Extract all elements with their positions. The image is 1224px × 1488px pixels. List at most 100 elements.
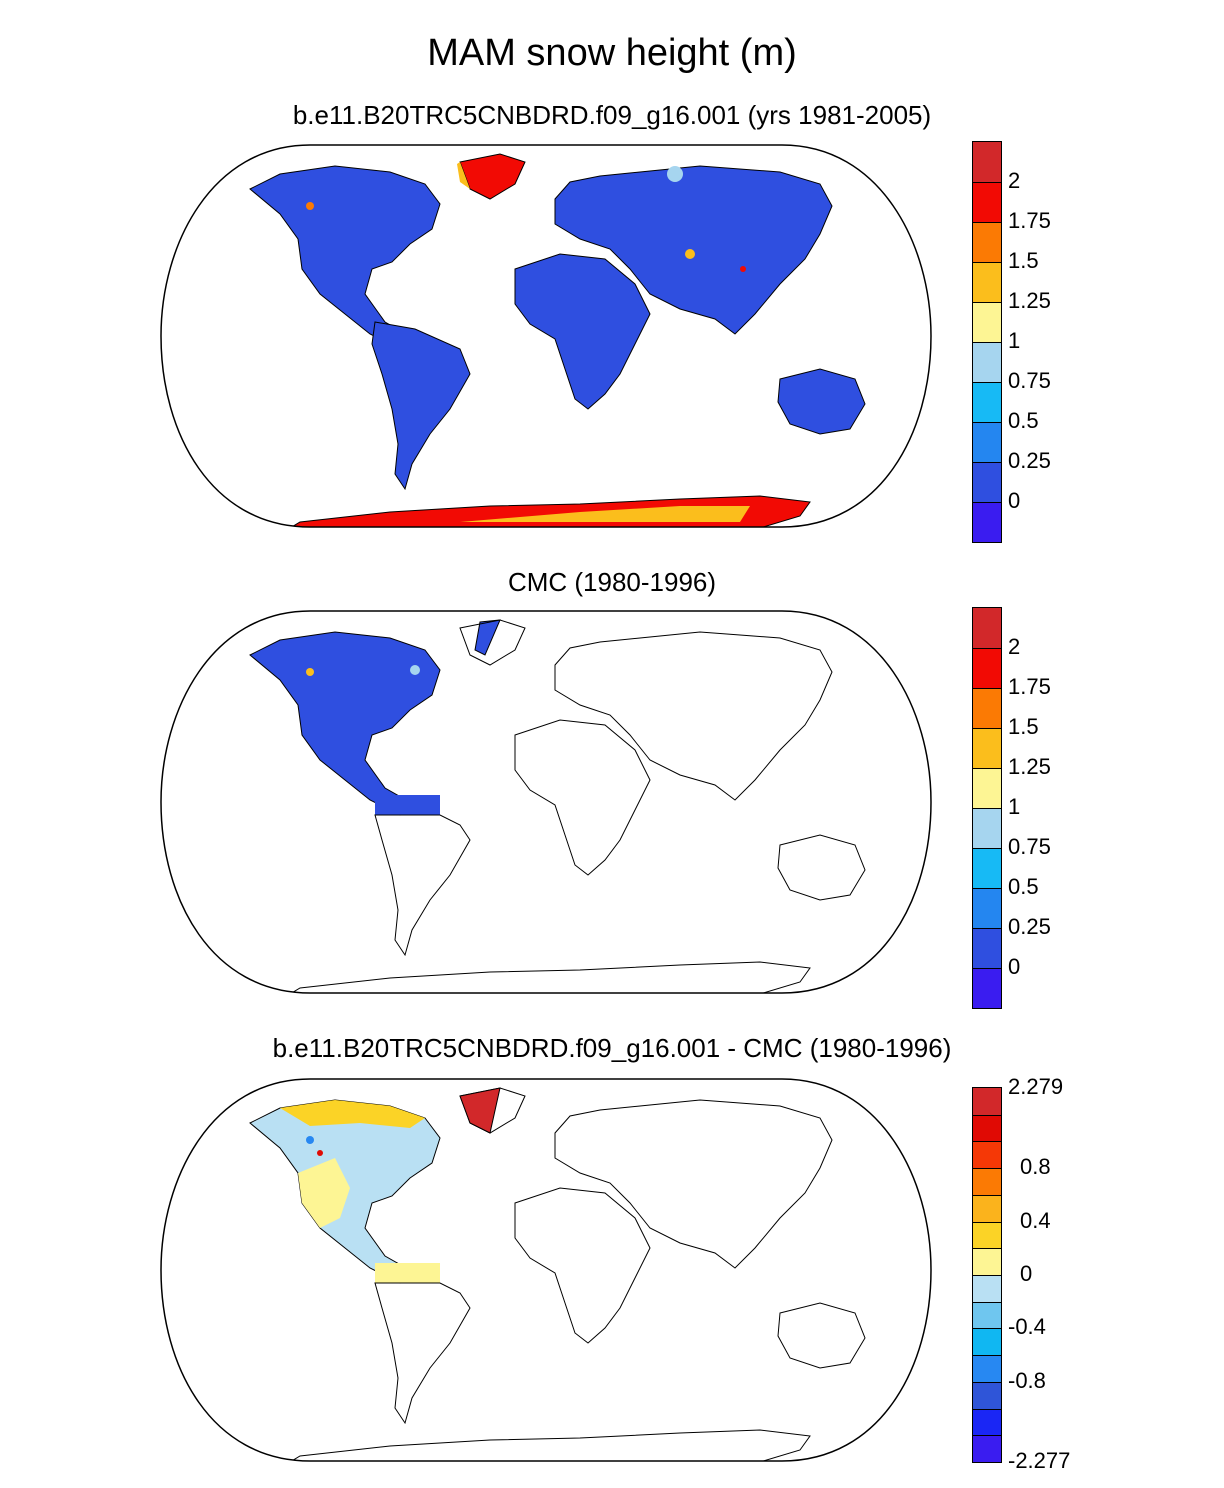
land-eurasia	[554, 165, 833, 335]
figure-title: MAM snow height (m)	[427, 32, 797, 74]
colorbar-tick-label: 2.279	[1008, 1074, 1064, 1099]
colorbar-segment	[973, 1275, 1001, 1302]
colorbar-separator	[973, 422, 1001, 423]
land-northern-south-america	[375, 795, 440, 815]
colorbar-separator	[973, 928, 1001, 929]
colorbar-segment	[973, 848, 1001, 888]
map-boundary	[160, 144, 932, 528]
colorbar-segment	[973, 1435, 1001, 1462]
land-australia	[777, 368, 866, 435]
colorbar-separator	[973, 1408, 1001, 1410]
colorbar-separator	[973, 1301, 1001, 1303]
colorbar-tick-label: 0.8	[1020, 1154, 1051, 1180]
land-africa	[514, 1187, 651, 1344]
colorbar-separator	[973, 968, 1001, 969]
colorbar-segment	[973, 302, 1001, 342]
colorbar-separator	[973, 1168, 1001, 1170]
colorbar-separator	[973, 382, 1001, 383]
colorbar-separator	[973, 1248, 1001, 1250]
colorbar-segment	[973, 182, 1001, 222]
land-north-america	[249, 165, 441, 350]
land-africa	[514, 253, 651, 410]
colorbar-separator	[973, 302, 1001, 303]
colorbar-separator	[973, 1275, 1001, 1276]
panel-2-title: CMC (1980-1996)	[507, 567, 717, 597]
colorbar-separator	[973, 222, 1001, 223]
colorbar-tick-label: 0	[1008, 488, 1021, 513]
colorbar-segment	[973, 342, 1001, 382]
colorbar-segment	[973, 1114, 1001, 1142]
land-greenland-fill	[459, 1087, 501, 1134]
colorbar-segment	[973, 1221, 1001, 1249]
colorbar-segment	[973, 1301, 1001, 1329]
colorbar-separator	[973, 648, 1001, 649]
land-africa	[514, 719, 651, 876]
colorbar-segment	[973, 1248, 1001, 1275]
colorbar-tick-label: 2	[1008, 634, 1021, 659]
colorbar-segment	[973, 382, 1001, 422]
land-antarctica	[288, 1429, 811, 1461]
colorbar-tick-label: 1	[1008, 794, 1021, 819]
colorbar-segment	[973, 422, 1001, 462]
land-south-america	[371, 321, 471, 491]
colorbar-tick-label: 0.25	[1008, 448, 1051, 473]
colorbar-segment	[973, 688, 1001, 728]
colorbar-segment	[973, 142, 1001, 182]
colorbar-tick-label: 2	[1008, 168, 1021, 193]
panel-1-title: b.e11.B20TRC5CNBDRD.f09_g16.001 (yrs 198…	[292, 100, 932, 130]
colorbar-segment	[973, 968, 1001, 1008]
colorbar-tick-label: 0.75	[1008, 834, 1051, 859]
land-south-america	[374, 1282, 471, 1425]
colorbar-tick-label: 0	[1008, 954, 1021, 979]
colorbar-segment	[973, 1355, 1001, 1382]
colorbar-separator	[973, 1328, 1001, 1330]
colorbar-segment	[973, 608, 1001, 648]
colorbar-segment	[973, 502, 1001, 542]
colorbar-tick-label: 0.75	[1008, 368, 1051, 393]
colorbar-segment	[973, 808, 1001, 848]
land-antarctica	[288, 961, 811, 993]
land-eurasia	[554, 1099, 833, 1269]
colorbar-tick-label: 0	[1020, 1261, 1033, 1286]
colorbar-segment	[973, 1168, 1001, 1195]
colorbar-separator	[973, 768, 1001, 769]
panel-3-title: b.e11.B20TRC5CNBDRD.f09_g16.001 - CMC (1…	[272, 1033, 952, 1063]
map-panel-2	[160, 610, 932, 994]
colorbar-segment	[973, 1141, 1001, 1169]
colorbar-segment	[973, 222, 1001, 262]
colorbar-separator	[973, 502, 1001, 503]
colorbar-separator	[973, 1381, 1001, 1383]
colorbar-segment	[973, 928, 1001, 968]
colorbar-tick-label: 1.25	[1008, 288, 1051, 313]
colorbar-separator	[973, 1194, 1001, 1196]
land-south-america	[374, 814, 471, 957]
colorbar-segment	[973, 262, 1001, 302]
na-positive-west	[298, 1158, 350, 1228]
colorbar-separator	[973, 808, 1001, 809]
colorbar-segment	[973, 648, 1001, 688]
colorbar-tick-label: 0.25	[1008, 914, 1051, 939]
colorbar-tick-label: 0.4	[1020, 1207, 1051, 1233]
colorbar-tick-label: 1.5	[1008, 714, 1039, 739]
land-australia	[777, 1302, 866, 1369]
colorbar-separator	[973, 688, 1001, 689]
colorbar-separator	[973, 1435, 1001, 1437]
colorbar-tick-label: 1.75	[1008, 208, 1051, 233]
land-greenland	[459, 153, 526, 200]
colorbar-segment	[973, 1408, 1001, 1436]
colorbar-tick-label: 0.5	[1008, 408, 1039, 433]
colorbar-tick-label: 1.25	[1008, 754, 1051, 779]
colorbar-tick-label: -2.277	[1008, 1448, 1071, 1473]
greenland-edge	[457, 162, 470, 189]
land-northern-south-america	[375, 1263, 440, 1283]
land-north-america	[249, 631, 441, 816]
colorbar-tick-label: 1.5	[1008, 248, 1039, 273]
antarctica-inner	[460, 506, 750, 522]
land-australia	[777, 834, 866, 901]
colorbar-segment	[973, 1328, 1001, 1356]
land-eurasia	[554, 631, 833, 801]
colorbar-tick-label: 0.5	[1008, 874, 1039, 899]
colorbar-tick-label: -0.4	[1008, 1314, 1046, 1340]
land-greenland	[459, 619, 526, 666]
colorbar-segment	[973, 888, 1001, 928]
